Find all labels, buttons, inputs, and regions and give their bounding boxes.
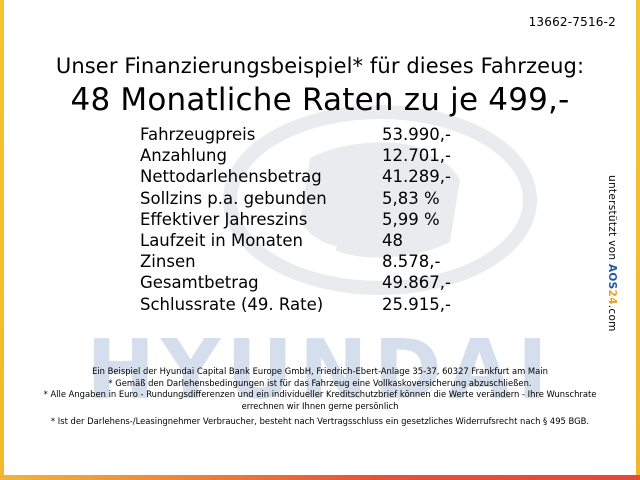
financing-row-value: 41.289,- (382, 167, 451, 187)
aos24-logo-o: O (606, 272, 618, 282)
hyundai-emblem-watermark (223, 105, 537, 295)
side-credit: unterstützt von AOS24.com (606, 175, 620, 350)
financing-row-label: Nettodarlehensbetrag (140, 167, 322, 187)
financing-row: Laufzeit in Monaten 48 (140, 230, 470, 251)
aos24-logo-suffix: .com (606, 304, 618, 332)
financing-row-label: Fahrzeugpreis (140, 125, 256, 144)
financing-row: Nettodarlehensbetrag 41.289,- (140, 166, 470, 187)
side-credit-text: unterstützt von AOS24.com (606, 175, 618, 332)
financing-row: Anzahlung 12.701,- (140, 145, 470, 166)
frame-left-border (0, 0, 4, 480)
financing-row-value: 25.915,- (382, 294, 451, 314)
financing-row: Schlussrate (49. Rate) 25.915,- (140, 294, 470, 315)
svg-text:HYUNDAI: HYUNDAI (86, 332, 553, 406)
monthly-rate-headline: 48 Monatliche Raten zu je 499,- (70, 82, 570, 118)
footnote-bank: Ein Beispiel der Hyundai Capital Bank Eu… (92, 366, 548, 376)
footnote-withdrawal: * Ist der Darlehens-/Leasingnehmer Verbr… (50, 416, 590, 427)
reference-code: 13662-7516-2 (528, 15, 616, 29)
financing-row-label: Sollzins p.a. gebunden (140, 188, 327, 208)
financing-row-value: 5,83 % (382, 188, 440, 208)
financing-row: Gesamtbetrag 49.867,- (140, 272, 470, 293)
frame-right-border (636, 0, 640, 480)
financing-row-label: Anzahlung (140, 146, 227, 166)
hyundai-wordmark-watermark: HYUNDAI (86, 332, 553, 406)
financing-row-value: 12.701,- (382, 146, 451, 166)
headline: Unser Finanzierungsbeispiel* für dieses … (55, 54, 585, 78)
financing-row: Fahrzeugpreis 53.990,- (140, 124, 470, 145)
financing-row: Sollzins p.a. gebunden 5,83 % (140, 188, 470, 209)
financing-row-label: Zinsen (140, 252, 196, 272)
financing-row-value: 5,99 % (382, 209, 440, 229)
aos24-logo-number: 24 (606, 289, 618, 305)
financing-row-label: Schlussrate (49. Rate) (140, 294, 324, 314)
aos24-logo-a: A (606, 263, 618, 273)
financing-row-value: 48 (382, 231, 403, 251)
financing-row: Effektiver Jahreszins 5,99 % (140, 209, 470, 230)
financing-row-value: 8.578,- (382, 252, 441, 272)
footnotes: Ein Beispiel der Hyundai Capital Bank Eu… (40, 366, 600, 428)
footnote-insurance: * Gemäß den Darlehensbedingungen ist für… (108, 377, 532, 388)
footnote-amounts: * Alle Angaben in Euro - Rundungsdiffere… (43, 389, 597, 411)
supported-by-label: unterstützt von (606, 175, 618, 261)
frame-bottom-border (0, 475, 640, 480)
financing-row-value: 49.867,- (382, 273, 451, 293)
financing-row-label: Laufzeit in Monaten (140, 231, 303, 251)
financing-row: Zinsen 8.578,- (140, 251, 470, 272)
financing-row-label: Effektiver Jahreszins (140, 209, 308, 229)
financing-table: Fahrzeugpreis 53.990,- Anzahlung 12.701,- Ne… (140, 124, 470, 315)
financing-row-label: Gesamtbetrag (140, 273, 259, 293)
financing-row-value: 53.990,- (382, 125, 451, 144)
aos24-logo-s: S (606, 281, 618, 290)
